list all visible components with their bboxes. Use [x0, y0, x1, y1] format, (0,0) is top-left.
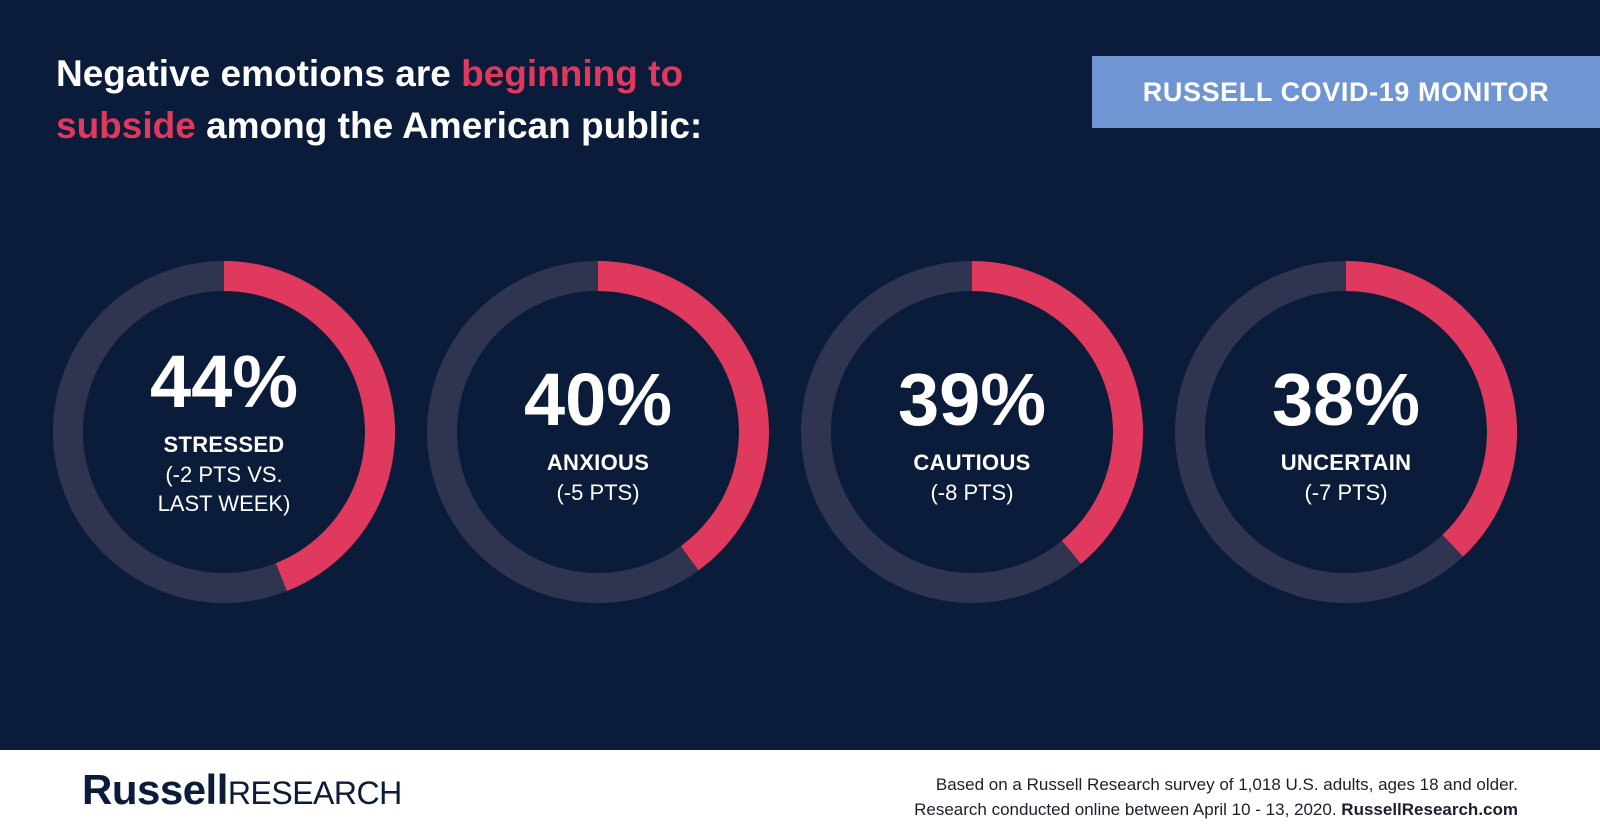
change-label-stressed: (-2 PTS VS. LAST WEEK) [157, 462, 291, 516]
ring-label-anxious: 40% ANXIOUS (-5 PTS) [468, 360, 728, 507]
main-panel: Negative emotions are beginning to subsid… [53, 48, 1600, 603]
change-label-anxious: (-5 PTS) [556, 480, 640, 505]
source-site: RussellResearch.com [1341, 800, 1518, 819]
emotion-label-anxious: ANXIOUS [546, 450, 650, 475]
emotion-label-uncertain: UNCERTAIN [1280, 450, 1412, 475]
monitor-badge: RUSSELL COVID-19 MONITOR [1092, 56, 1600, 128]
ring-label-cautious: 39% CAUTIOUS (-8 PTS) [842, 360, 1102, 507]
russell-research-logo: RussellRESEARCH [82, 766, 402, 814]
headline-accent-2: subside [56, 105, 196, 146]
emotion-label-stressed: STRESSED [163, 432, 285, 457]
ring-arc-anxious [597, 261, 769, 571]
headline: Negative emotions are beginning to subsid… [56, 48, 776, 152]
ring-arc-uncertain [1345, 261, 1517, 557]
headline-accent-1: beginning to [461, 53, 684, 94]
change-label-uncertain: (-7 PTS) [1304, 480, 1388, 505]
ring-label-stressed: 44% STRESSED (-2 PTS VS. LAST WEEK) [94, 342, 354, 518]
headline-text-2: among the American public: [195, 105, 703, 146]
headline-text-1: Negative emotions are [56, 53, 462, 94]
footer: RussellRESEARCH Based on a Russell Resea… [0, 750, 1600, 834]
change-label-cautious: (-8 PTS) [930, 480, 1014, 505]
value-label-anxious: 40% [523, 358, 673, 441]
ring-arc-stressed [223, 261, 395, 591]
ring-arc-cautious [971, 261, 1143, 564]
value-label-uncertain: 38% [1271, 358, 1421, 441]
logo-light: RESEARCH [227, 775, 402, 811]
source-note-line-1: Based on a Russell Research survey of 1,… [935, 775, 1518, 794]
ring-label-uncertain: 38% UNCERTAIN (-7 PTS) [1216, 360, 1476, 507]
source-note: Based on a Russell Research survey of 1,… [914, 772, 1518, 822]
value-label-cautious: 39% [897, 358, 1047, 441]
emotion-label-cautious: CAUTIOUS [913, 450, 1031, 475]
donut-charts [53, 261, 1517, 603]
value-label-stressed: 44% [149, 340, 299, 423]
logo-bold: Russell [82, 766, 228, 813]
source-note-line-2: Research conducted online between April … [914, 797, 1518, 822]
source-note-text: Research conducted online between April … [914, 800, 1342, 819]
